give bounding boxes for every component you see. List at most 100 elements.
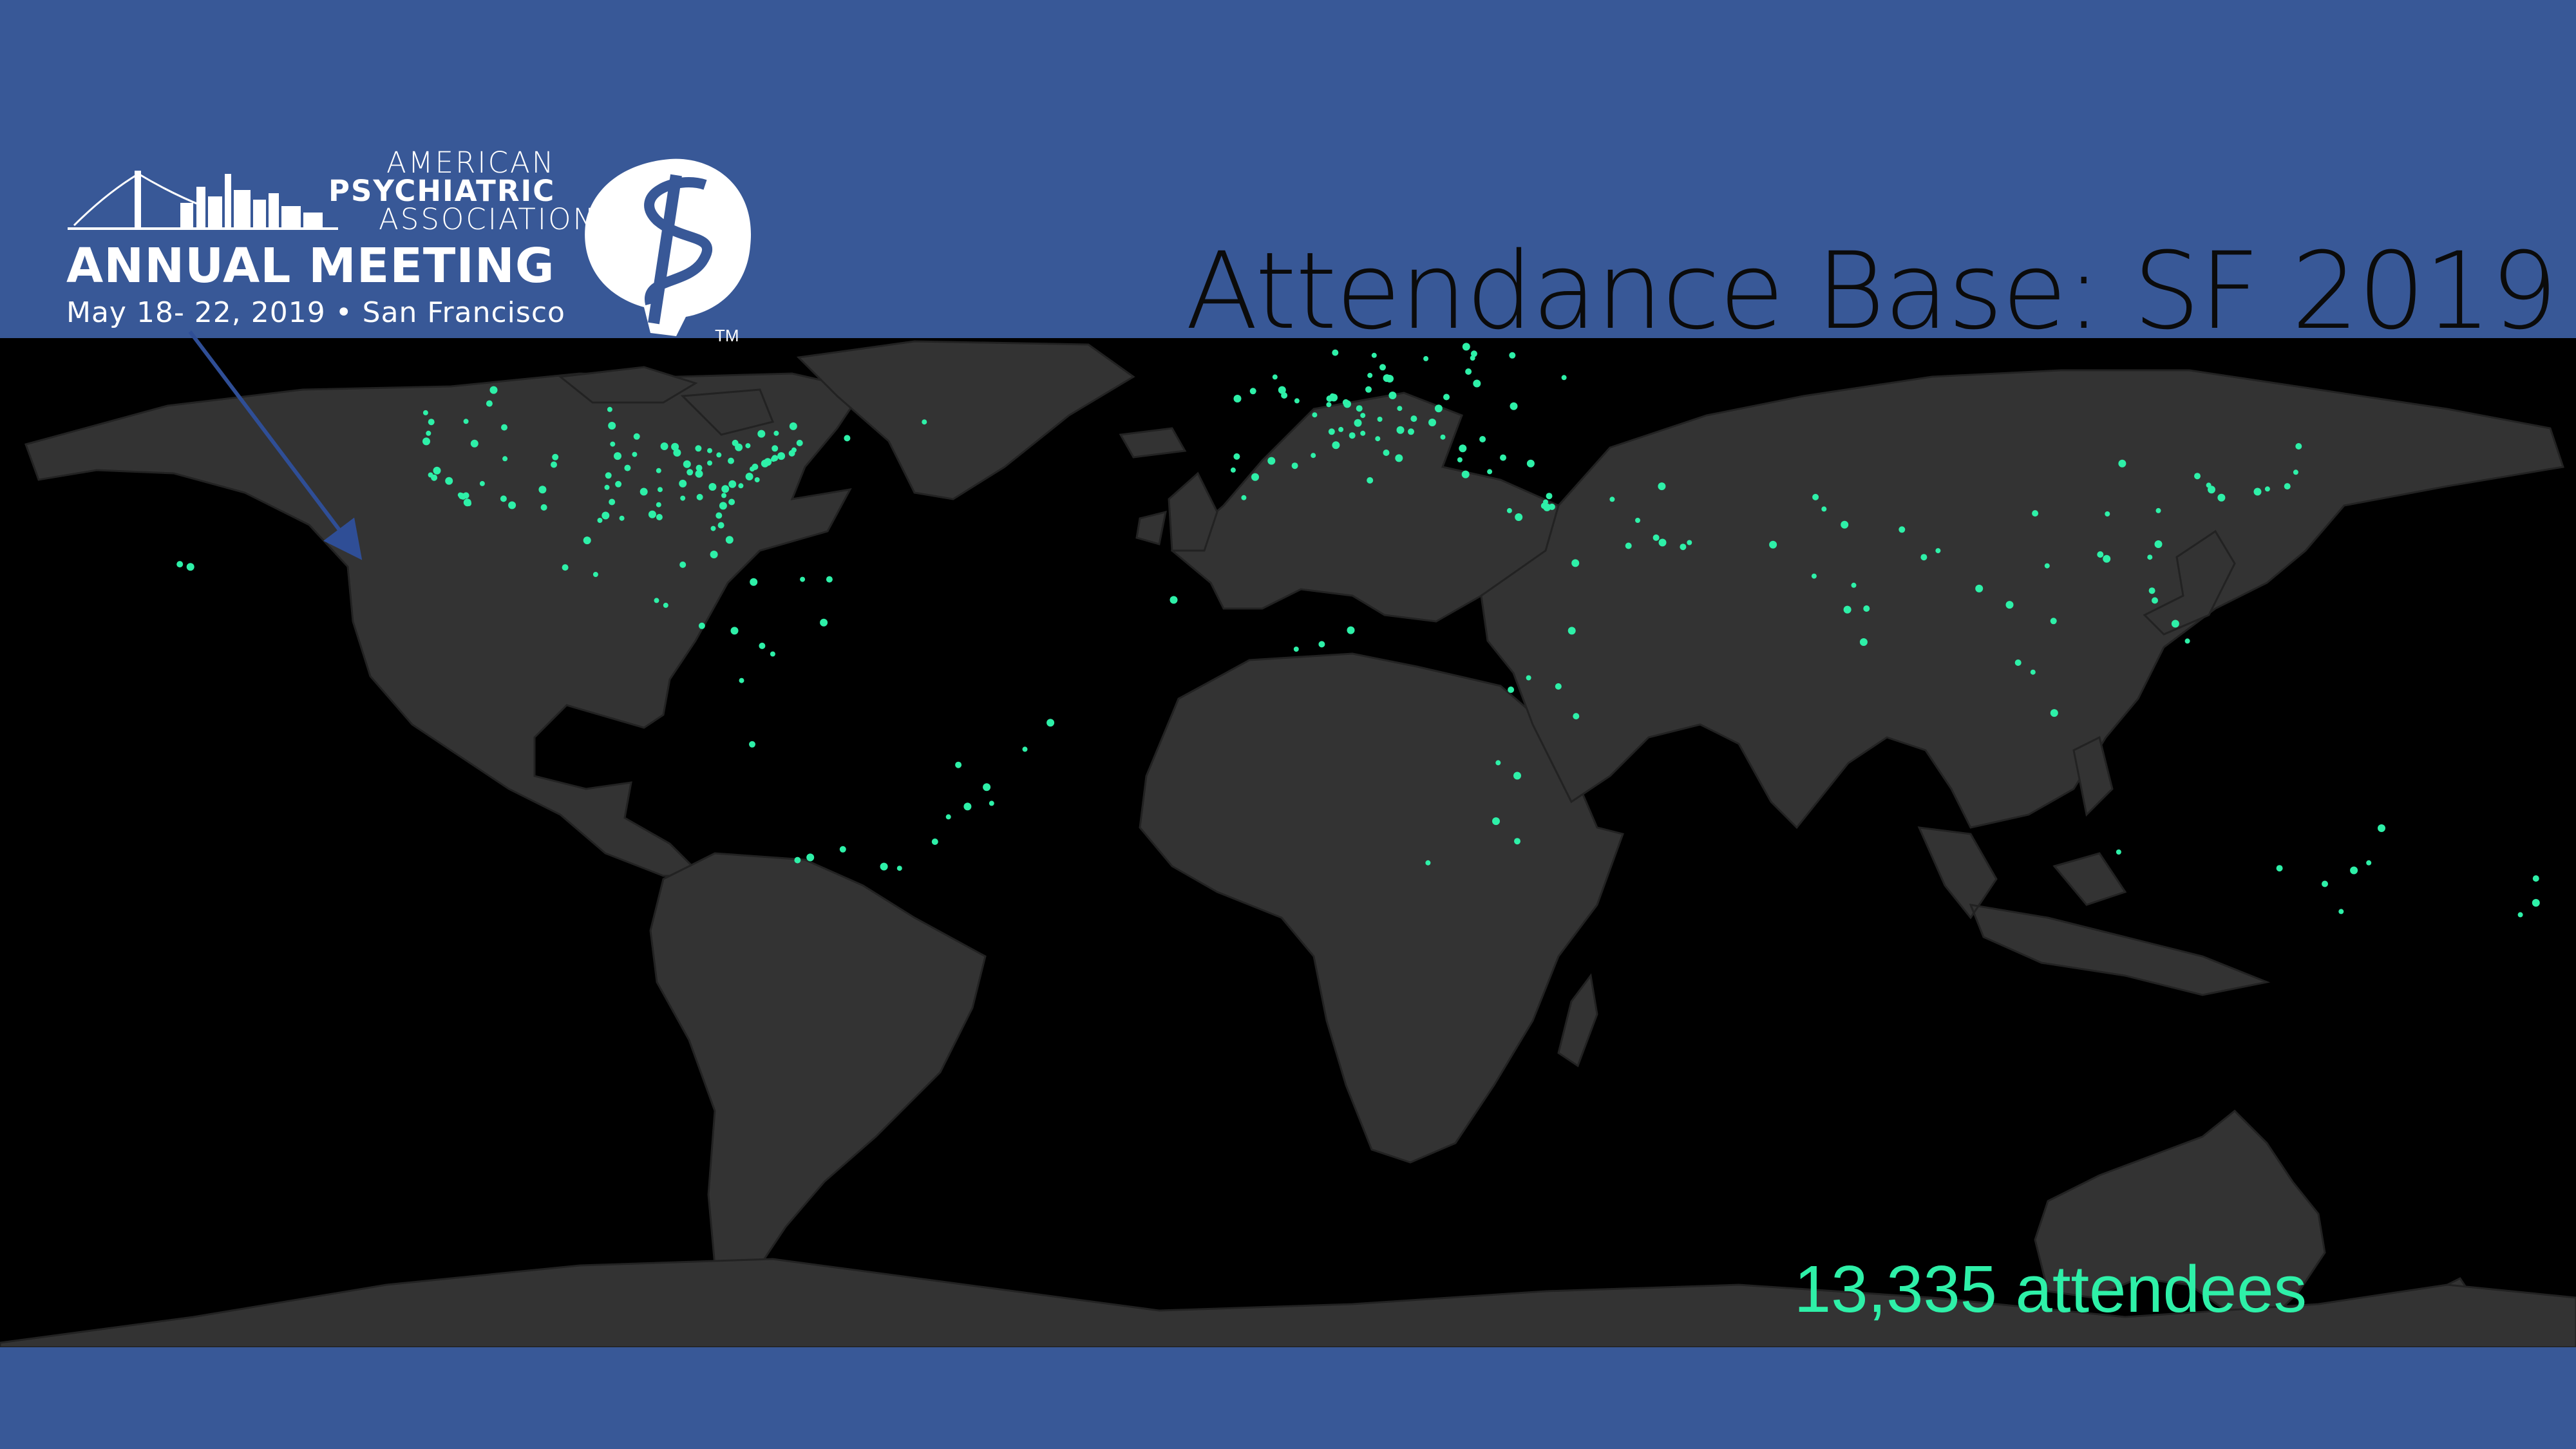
attendee-location-marker [2184, 638, 2190, 644]
attendee-location-marker [1294, 398, 1300, 404]
attendee-location-marker [2532, 898, 2540, 907]
attendee-location-marker [2366, 860, 2372, 866]
attendee-location-marker [1658, 482, 1666, 491]
attendee-location-marker [1548, 504, 1555, 510]
attendee-location-marker [1812, 493, 1819, 500]
world-map[interactable] [0, 338, 2576, 1347]
attendee-location-marker [2208, 486, 2215, 494]
attendee-location-marker [1396, 426, 1405, 434]
attendee-location-marker [610, 441, 616, 447]
attendee-location-marker [609, 498, 616, 506]
attendee-location-marker [1046, 719, 1055, 727]
attendee-location-marker [715, 512, 723, 519]
attendee-location-marker [619, 515, 625, 521]
attendee-location-marker [186, 563, 194, 571]
attendee-location-marker [1395, 454, 1403, 462]
attendee-location-marker [2517, 912, 2523, 918]
landmass-australia [2034, 1109, 2326, 1325]
attendee-location-marker [749, 741, 755, 748]
attendee-location-marker [1233, 453, 1240, 460]
attendee-location-marker [1935, 548, 1941, 554]
attendee-location-marker [470, 439, 478, 448]
attendee-location-marker [632, 451, 638, 457]
attendee-location-marker [844, 435, 851, 442]
attendee-location-marker [732, 439, 739, 446]
attendee-location-marker [945, 814, 951, 820]
attendee-location-marker [2264, 486, 2270, 492]
attendee-location-marker [1465, 368, 1472, 375]
attendee-location-marker [176, 561, 184, 568]
attendee-location-marker [1571, 559, 1580, 567]
landmass-greenland [796, 340, 1135, 500]
attendee-location-marker [2148, 587, 2155, 594]
attendee-location-marker [607, 406, 612, 412]
attendee-location-marker [989, 800, 994, 806]
attendee-location-marker [1515, 513, 1523, 521]
attendee-location-marker [1509, 352, 1516, 359]
attendee-location-marker [839, 846, 846, 853]
attendee-location-marker [806, 853, 815, 862]
attendee-location-marker [551, 461, 557, 468]
attendee-location-marker [656, 514, 663, 520]
attendee-location-marker [1461, 470, 1470, 478]
attendee-location-marker [1500, 454, 1506, 461]
attendee-location-marker [1377, 417, 1383, 422]
attendee-location-marker [1680, 544, 1687, 551]
attendee-location-marker [1397, 406, 1403, 412]
attendee-location-marker [2276, 865, 2283, 872]
attendee-location-marker [794, 857, 801, 864]
attendee-location-marker [1859, 638, 1868, 646]
logo-event-name: ANNUAL MEETING [66, 238, 555, 294]
attendee-location-marker [552, 453, 559, 460]
attendee-location-marker [615, 480, 622, 488]
attendee-location-marker [1328, 428, 1335, 435]
attendee-location-marker [656, 502, 661, 507]
attendee-location-marker [654, 598, 659, 603]
attendee-location-marker [1443, 393, 1450, 401]
attendee-location-marker [422, 437, 430, 446]
landmass-british-isles [1135, 471, 1218, 552]
attendee-location-marker [592, 572, 598, 577]
attendee-location-marker [1920, 554, 1927, 561]
attendee-location-marker [745, 473, 753, 480]
attendee-location-marker [719, 502, 727, 510]
attendee-location-marker [739, 677, 744, 683]
attendee-location-marker [757, 430, 766, 438]
logo-org-line-3: ASSOCIATION [379, 202, 597, 236]
attendee-location-marker [1459, 444, 1467, 453]
attendee-location-marker [1267, 457, 1276, 465]
attendee-location-marker [1506, 507, 1512, 513]
attendee-location-marker [648, 510, 656, 518]
attendee-location-marker [880, 862, 888, 871]
attendee-location-marker [1367, 477, 1374, 484]
attendee-location-marker [1383, 450, 1390, 456]
attendee-location-marker [2206, 482, 2211, 488]
attendee-location-marker [1379, 364, 1386, 371]
attendee-location-marker [1349, 432, 1356, 439]
attendee-location-marker [433, 466, 441, 475]
attendee-location-marker [1513, 772, 1521, 780]
attendee-location-marker [2253, 488, 2262, 496]
attendee-location-marker [1658, 538, 1667, 547]
attendee-location-marker [1233, 395, 1242, 402]
attendee-location-marker [2338, 909, 2344, 914]
attendee-location-marker [1462, 343, 1470, 351]
attendee-location-marker [1434, 404, 1443, 413]
attendee-location-marker [1508, 687, 1515, 693]
attendee-location-marker [1687, 540, 1692, 545]
attendee-location-marker [1975, 584, 1984, 592]
attendee-location-marker [963, 802, 972, 811]
attendee-location-marker [426, 430, 431, 436]
golden-gate-skyline-icon [68, 171, 338, 230]
attendee-location-marker [462, 492, 469, 499]
attendee-location-marker [820, 618, 828, 627]
attendee-location-marker [1526, 675, 1531, 681]
attendee-location-marker [1371, 352, 1377, 358]
attendee-location-marker [1360, 413, 1366, 419]
attendee-location-marker [605, 472, 612, 479]
landmass-asia [1480, 369, 2564, 829]
attendee-location-marker [508, 501, 516, 509]
attendee-location-marker [1360, 430, 1366, 436]
attendee-location-marker [501, 424, 507, 431]
